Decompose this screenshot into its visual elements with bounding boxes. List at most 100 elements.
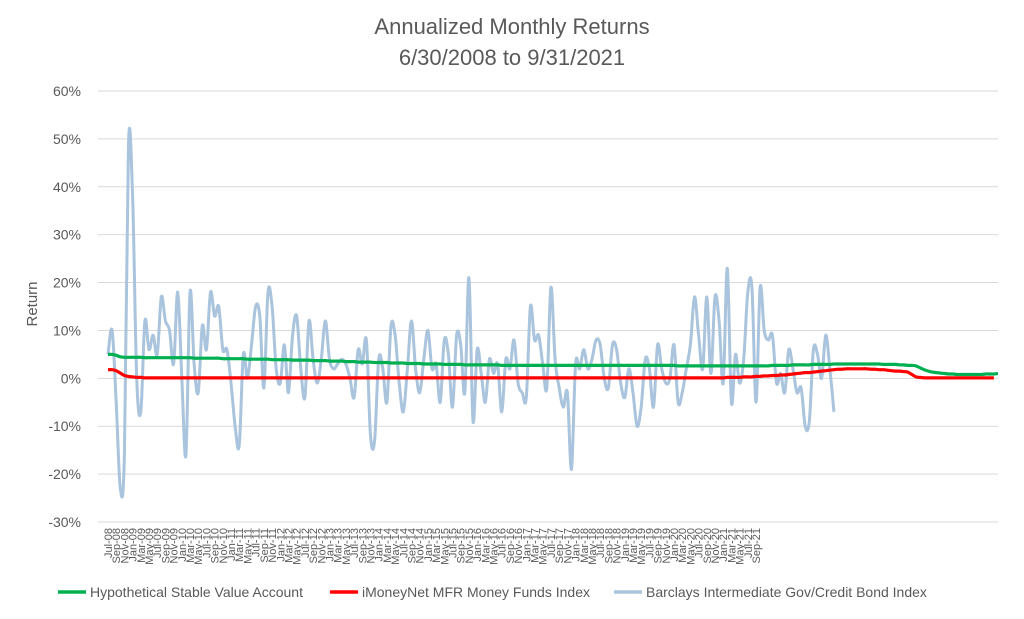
- x-tick-label: Mar-19: [628, 528, 640, 563]
- x-tick-label: Nov-10: [218, 528, 230, 563]
- x-tick-label: Jan-13: [325, 528, 337, 562]
- x-tick-label: Jan-12: [275, 528, 287, 562]
- x-tick-label: May-10: [193, 528, 205, 565]
- x-tick-label: Jul-09: [152, 528, 164, 558]
- x-tick-label: Jul-12: [300, 528, 312, 558]
- x-tick-label: Nov-13: [366, 528, 378, 563]
- x-tick-label: Mar-12: [284, 528, 296, 563]
- x-tick-label: Nov-19: [661, 528, 673, 563]
- x-tick-label: Sep-18: [603, 528, 615, 563]
- x-tick-label: Jul-16: [497, 528, 509, 558]
- x-tick-label: Jul-17: [546, 528, 558, 558]
- x-tick-label: May-14: [390, 528, 402, 565]
- x-tick-label: Jan-09: [128, 528, 140, 562]
- x-tick-label: Jul-19: [644, 528, 656, 558]
- x-tick-label: Sep-21: [751, 528, 763, 563]
- y-tick-label: -30%: [48, 514, 81, 530]
- x-tick-label: May-19: [636, 528, 648, 565]
- x-tick-label: Sep-09: [160, 528, 172, 563]
- x-tick-label: Jan-16: [472, 528, 484, 562]
- x-tick-label: Sep-14: [407, 528, 419, 563]
- x-tick-label: Sep-10: [210, 528, 222, 563]
- x-tick-label: May-21: [735, 528, 747, 565]
- x-tick-label: Jan-20: [669, 528, 681, 562]
- x-tick-label: Mar-21: [726, 528, 738, 563]
- y-tick-label: 60%: [53, 83, 81, 99]
- x-tick-label: Jul-18: [595, 528, 607, 558]
- x-tick-label: Jan-17: [521, 528, 533, 562]
- x-tick-label: Jul-13: [349, 528, 361, 558]
- x-tick-label: Mar-17: [530, 528, 542, 563]
- y-tick-label: 30%: [53, 227, 81, 243]
- x-tick-label: Sep-19: [653, 528, 665, 563]
- x-tick-label: Sep-12: [308, 528, 320, 563]
- x-tick-label: Nov-15: [464, 528, 476, 563]
- y-tick-label: 20%: [53, 275, 81, 291]
- legend-label: iMoneyNet MFR Money Funds Index: [362, 584, 590, 600]
- y-tick-label: 0%: [61, 370, 81, 386]
- legend: Hypothetical Stable Value Account iMoneyN…: [58, 584, 927, 600]
- series-line-2: [106, 126, 836, 499]
- x-tick-label: May-15: [439, 528, 451, 565]
- x-tick-label: Jul-21: [743, 528, 755, 558]
- series-line-0: [107, 352, 999, 377]
- x-tick-label: Jul-15: [448, 528, 460, 558]
- y-tick-label: 50%: [53, 131, 81, 147]
- gridlines: [98, 90, 998, 523]
- x-tick-label: Mar-13: [333, 528, 345, 563]
- x-tick-label: Jul-20: [694, 528, 706, 558]
- x-tick-label: Mar-14: [382, 528, 394, 563]
- y-tick-labels: -30% -20% -10% 0% 10% 20% 30% 40% 50% 60%: [48, 83, 81, 530]
- x-tick-label: Mar-20: [677, 528, 689, 563]
- x-tick-label: Mar-09: [136, 528, 148, 563]
- x-tick-label: Jul-10: [201, 528, 213, 558]
- x-tick-label: Nov-14: [415, 528, 427, 563]
- x-tick-label: Nov-16: [513, 528, 525, 563]
- x-tick-label: Nov-12: [316, 528, 328, 563]
- x-tick-label: Nov-20: [710, 528, 722, 563]
- x-tick-label: Jul-14: [398, 528, 410, 558]
- y-tick-label: 10%: [53, 322, 81, 338]
- x-tick-label: Jan-21: [718, 528, 730, 562]
- chart-title-line-2: 6/30/2008 to 9/31/2021: [399, 45, 625, 70]
- x-tick-label: Sep-11: [259, 528, 271, 563]
- x-tick-label: May-12: [292, 528, 304, 565]
- x-tick-label: May-17: [538, 528, 550, 565]
- x-tick-label: May-09: [144, 528, 156, 565]
- x-tick-label: Mar-18: [579, 528, 591, 563]
- x-tick-label: Jan-14: [374, 528, 386, 562]
- x-tick-label: Sep-13: [357, 528, 369, 563]
- legend-label: Barclays Intermediate Gov/Credit Bond In…: [646, 584, 927, 600]
- x-tick-label: Mar-11: [234, 528, 246, 562]
- x-tick-label: May-20: [685, 528, 697, 565]
- x-tick-label: Nov-18: [612, 528, 624, 563]
- x-tick-label: Sep-17: [554, 528, 566, 563]
- x-tick-label: Sep-08: [111, 528, 123, 563]
- y-axis-label: Return: [24, 281, 41, 326]
- x-tick-label: Nov-08: [119, 528, 131, 563]
- x-tick-label: Sep-20: [702, 528, 714, 563]
- x-tick-label: May-18: [587, 528, 599, 565]
- x-tick-label: Nov-09: [169, 528, 181, 563]
- x-tick-label: Jan-15: [423, 528, 435, 562]
- x-tick-label: Jan-10: [177, 528, 189, 562]
- x-tick-label: Jan-18: [571, 528, 583, 562]
- x-tick-label: Jul-11: [251, 528, 263, 557]
- x-tick-label: May-16: [489, 528, 501, 565]
- chart-title-line-1: Annualized Monthly Returns: [374, 14, 649, 39]
- x-tick-label: Mar-15: [431, 528, 443, 563]
- x-tick-label: Jan-11: [226, 528, 238, 561]
- y-tick-label: -20%: [48, 466, 81, 482]
- legend-label: Hypothetical Stable Value Account: [90, 584, 303, 600]
- x-tick-label: Jan-19: [620, 528, 632, 562]
- series-lines: [106, 126, 999, 499]
- x-tick-label: Nov-11: [267, 528, 279, 563]
- x-tick-label: May-13: [341, 528, 353, 565]
- x-tick-label: Sep-16: [505, 528, 517, 563]
- x-tick-label: Sep-15: [456, 528, 468, 563]
- x-tick-labels: Jul-08Sep-08Nov-08Jan-09Mar-09May-09Jul-…: [103, 528, 763, 565]
- x-tick-label: Jul-08: [103, 528, 115, 558]
- series-line-1: [107, 367, 994, 380]
- x-tick-label: Mar-10: [185, 528, 197, 563]
